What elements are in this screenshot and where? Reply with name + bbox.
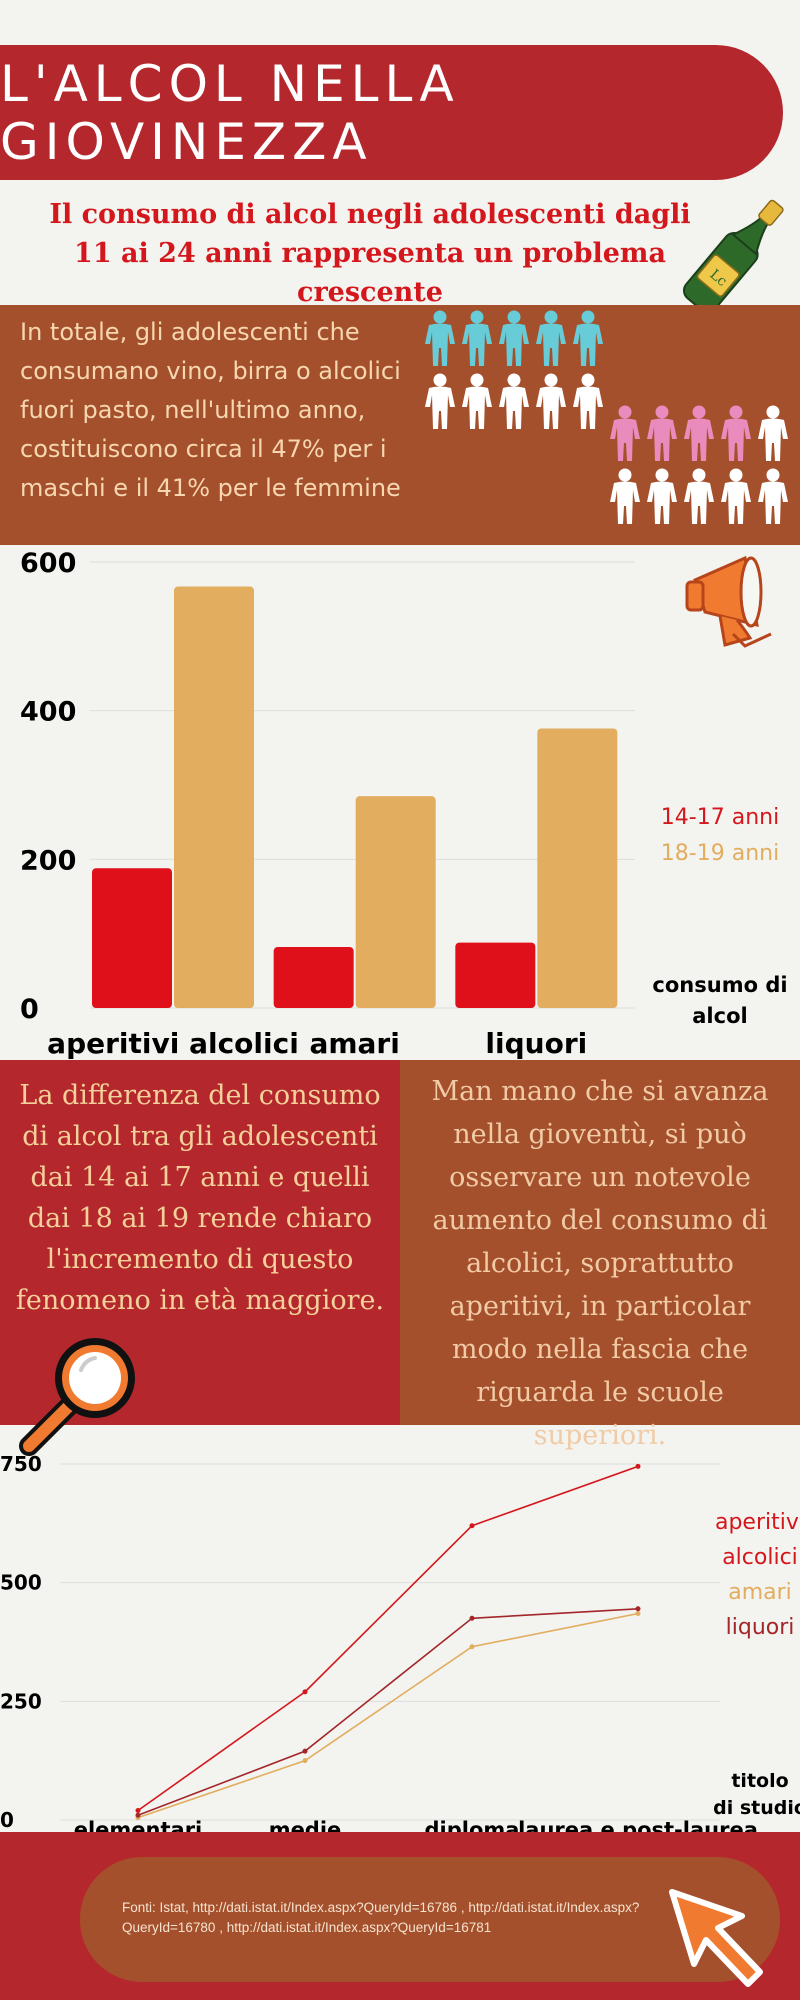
data-point xyxy=(635,1606,641,1612)
title-banner: L'ALCOL NELLA GIOVINEZZA xyxy=(0,45,783,180)
page-subtitle: Il consumo di alcol negli adolescenti da… xyxy=(49,199,691,308)
y-tick-label: 200 xyxy=(20,845,76,876)
sources-text: Fonti: Istat, http://dati.istat.it/Index… xyxy=(122,1900,640,1935)
person-icon xyxy=(758,405,788,461)
person-icon xyxy=(536,373,566,429)
data-point xyxy=(135,1812,141,1818)
person-icon xyxy=(647,468,677,524)
data-point xyxy=(135,1808,141,1814)
statistics-text: In totale, gli adolescenti che consumano… xyxy=(20,318,401,502)
bar-chart: 0 200 400 600 aperitivi alcolici amari liquori xyxy=(0,545,800,1060)
data-point xyxy=(469,1523,475,1529)
bar-chart-legend: 14-17 anni 18-19 anni xyxy=(640,800,800,872)
bar xyxy=(355,796,436,1008)
series-line xyxy=(137,1612,639,1819)
x-tick-label: aperitivi alcolici xyxy=(47,1027,299,1060)
trend-box: Man mano che si avanza nella gioventù, s… xyxy=(400,1060,800,1451)
footer-pill xyxy=(80,1857,780,1982)
megaphone-icon xyxy=(685,555,772,648)
page-title: L'ALCOL NELLA GIOVINEZZA xyxy=(0,54,460,171)
person-icon xyxy=(425,310,455,366)
person-icon xyxy=(462,310,492,366)
bar xyxy=(174,586,254,1008)
y-tick-label: 250 xyxy=(0,1689,42,1713)
line-chart: 0 250 500 750 elementari medie diploma laurea e… xyxy=(0,1430,800,1842)
comparison-text: La differenza del consumo di alcol tra g… xyxy=(15,1080,385,1316)
series-line xyxy=(137,1607,639,1817)
people-pictogram xyxy=(425,310,788,524)
bar xyxy=(537,728,618,1008)
data-point xyxy=(635,1611,641,1617)
person-icon xyxy=(499,373,529,429)
y-tick-label: 600 xyxy=(20,548,76,579)
data-point xyxy=(302,1758,308,1764)
data-point xyxy=(469,1615,475,1621)
y-tick-label: 750 xyxy=(0,1452,42,1476)
person-icon xyxy=(425,373,455,429)
data-point xyxy=(302,1748,308,1754)
legend-item-14-17: 14-17 anni xyxy=(660,805,780,830)
y-tick-label: 500 xyxy=(0,1571,42,1595)
legend-item-alcolici: alcolici xyxy=(722,1545,798,1570)
y-tick-label: 400 xyxy=(20,697,76,728)
person-icon xyxy=(573,310,603,366)
person-icon xyxy=(684,405,714,461)
series-line xyxy=(137,1465,639,1812)
bar xyxy=(455,942,536,1008)
legend-item-liquori: liquori xyxy=(725,1615,795,1640)
y-tick-label: 0 xyxy=(20,994,39,1025)
data-point xyxy=(469,1644,475,1650)
y-tick-label: 0 xyxy=(0,1808,14,1832)
line-chart-legend: aperitivi alcolici amari liquori xyxy=(690,1505,800,1645)
person-icon xyxy=(462,373,492,429)
x-tick-label: amari xyxy=(309,1027,399,1060)
person-icon xyxy=(610,468,640,524)
person-icon xyxy=(536,310,566,366)
champagne-bottle-icon: Lc xyxy=(682,199,784,314)
person-icon xyxy=(573,373,603,429)
legend-item-amari: amari xyxy=(728,1580,792,1605)
person-icon xyxy=(647,405,677,461)
cursor-arrow-icon xyxy=(669,1889,763,1987)
person-icon xyxy=(758,468,788,524)
person-icon xyxy=(721,468,751,524)
bar-chart-ylabel: consumo di alcol xyxy=(640,970,800,1032)
trend-text: Man mano che si avanza nella gioventù, s… xyxy=(431,1076,769,1451)
ylabel-line-2: alcol xyxy=(692,1004,748,1028)
magnifier-icon xyxy=(19,1338,135,1456)
bar xyxy=(92,868,172,1008)
x-tick-label: liquori xyxy=(485,1027,587,1060)
bar xyxy=(273,947,354,1008)
person-icon xyxy=(721,405,751,461)
legend-item-aperitivi: aperitivi xyxy=(714,1510,800,1535)
person-icon xyxy=(610,405,640,461)
xlabel-line-1: titolo xyxy=(731,1770,789,1792)
legend-item-18-19: 18-19 anni xyxy=(660,841,780,866)
xlabel-line-2: di studio xyxy=(713,1797,800,1819)
data-point xyxy=(635,1463,641,1469)
person-icon xyxy=(684,468,714,524)
person-icon xyxy=(499,310,529,366)
data-point xyxy=(302,1689,308,1695)
ylabel-line-1: consumo di xyxy=(652,973,788,997)
line-chart-xlabel: titolo di studio xyxy=(690,1768,800,1822)
